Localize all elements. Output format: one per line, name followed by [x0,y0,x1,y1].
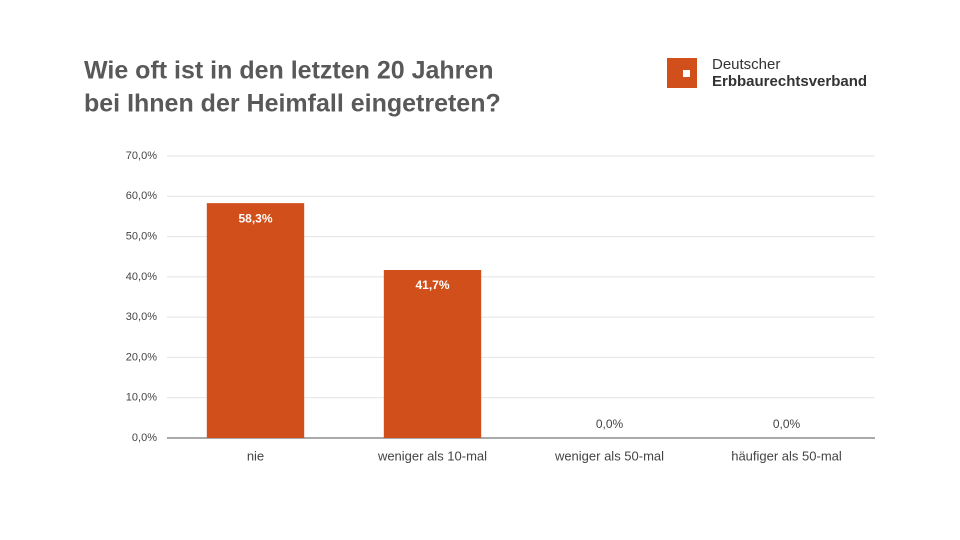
logo-text: Erbbaurechtsverband [712,73,867,90]
y-tick-label: 40,0% [126,271,157,283]
value-label: 0,0% [596,417,624,431]
chart-title: Wie oft ist in den letzten 20 Jahren [84,57,494,85]
y-tick-label: 20,0% [126,351,157,363]
chart-title: bei Ihnen der Heimfall eingetreten? [84,90,501,118]
y-tick-label: 50,0% [126,230,157,242]
bar [383,270,482,438]
x-tick-label: weniger als 10-mal [377,448,487,463]
y-tick-label: 70,0% [126,150,157,162]
y-tick-label: 10,0% [126,392,157,404]
value-label: 0,0% [773,417,801,431]
logo-mark [667,58,697,88]
bar [206,203,305,438]
y-tick-label: 0,0% [132,432,157,444]
value-label: 58,3% [238,211,272,225]
logo-mark-inner [683,70,690,77]
x-tick-label: weniger als 50-mal [554,448,664,463]
x-tick-label: nie [247,448,264,463]
logo-text: Deutscher [712,56,780,73]
y-tick-label: 60,0% [126,190,157,202]
value-label: 41,7% [415,278,449,292]
y-tick-label: 30,0% [126,311,157,323]
x-tick-label: häufiger als 50-mal [731,448,842,463]
